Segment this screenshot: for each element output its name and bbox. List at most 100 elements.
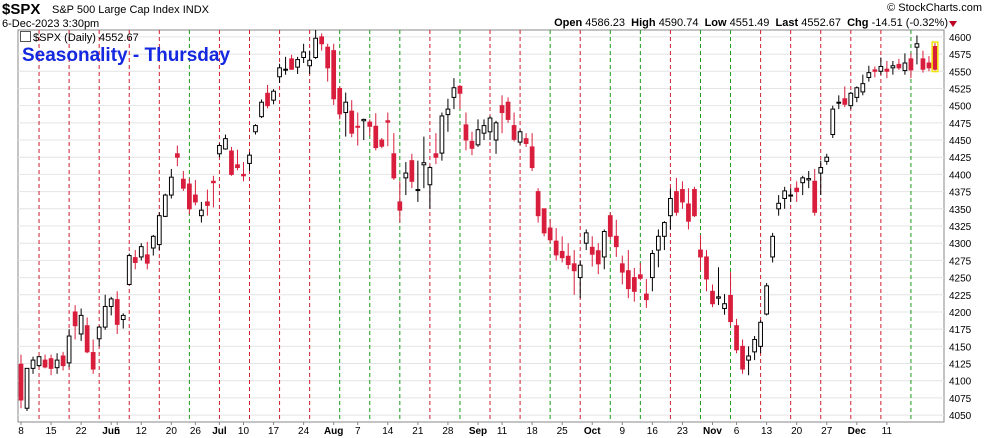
- x-tick-label: 7: [355, 426, 361, 437]
- candle-up: [746, 355, 751, 361]
- candle-down: [565, 255, 571, 266]
- y-tick-label: 4525: [949, 84, 972, 95]
- candle-up: [776, 202, 782, 210]
- candle-up: [583, 232, 589, 244]
- x-tick-label: Jun: [102, 426, 120, 437]
- candle-down: [686, 203, 691, 222]
- y-tick-label: 4500: [949, 102, 972, 113]
- candle-up: [854, 87, 860, 98]
- candle-down: [511, 125, 517, 140]
- candle-down: [541, 208, 547, 234]
- candle-down: [193, 194, 198, 203]
- index-name-text: S&P 500 Large Cap Index: [52, 4, 180, 16]
- candle-down: [48, 358, 54, 369]
- candle-down: [90, 352, 96, 370]
- candle-down: [463, 124, 469, 141]
- candle-up: [668, 197, 673, 217]
- candle-up: [517, 131, 523, 143]
- candle-up: [96, 326, 102, 340]
- candle-down: [180, 178, 186, 189]
- chg-label: Chg: [847, 17, 869, 29]
- candle-down: [174, 153, 180, 158]
- x-tick-label: 26: [190, 426, 202, 437]
- x-tick-label: 15: [46, 426, 58, 437]
- candle-up: [295, 59, 300, 68]
- candle-down: [607, 215, 613, 237]
- candle-down: [631, 277, 637, 292]
- y-tick-label: 4575: [949, 50, 972, 61]
- candle-up: [481, 125, 487, 134]
- candle-down: [884, 68, 890, 72]
- candle-down: [908, 58, 914, 71]
- candle-up: [168, 176, 174, 196]
- y-tick-label: 4450: [949, 136, 972, 147]
- candle-down: [842, 98, 848, 105]
- candle-down: [265, 92, 270, 107]
- candle-up: [824, 156, 830, 162]
- candle-up: [650, 253, 655, 279]
- quote-stats: Open 4586.23 High 4590.74 Low 4551.49 La…: [554, 17, 948, 29]
- candle-down: [523, 138, 529, 144]
- candle-down: [205, 201, 210, 206]
- candle-up: [860, 83, 866, 93]
- candle-down: [229, 150, 234, 175]
- y-tick-label: 4050: [949, 411, 972, 422]
- y-tick-label: 4600: [949, 33, 972, 44]
- high-label: High: [631, 17, 656, 29]
- candle-down: [114, 299, 120, 325]
- series-legend: $SPX (Daily) 4552.67: [20, 31, 139, 44]
- candle-down: [235, 164, 240, 169]
- candle-down: [728, 294, 733, 323]
- chg-value: -14.51 (-0.32%): [871, 17, 948, 29]
- legend-text: $SPX (Daily) 4552.67: [33, 32, 139, 44]
- candle-up: [307, 59, 312, 67]
- candle-up: [54, 359, 60, 369]
- candle-up: [78, 314, 84, 335]
- y-tick-label: 4250: [949, 274, 972, 285]
- candle-up: [301, 51, 306, 59]
- candle-down: [571, 263, 577, 272]
- candle-down: [674, 191, 679, 213]
- candle-down: [926, 62, 932, 69]
- candle-up: [782, 190, 788, 199]
- candle-up: [806, 178, 812, 181]
- candle-up: [439, 115, 445, 154]
- brand-logo[interactable]: © StockCharts.com: [887, 2, 982, 14]
- candle-up: [253, 125, 258, 133]
- candle-up: [656, 235, 661, 251]
- candle-down: [704, 256, 709, 280]
- candle-down: [595, 250, 601, 265]
- x-tick-label: 27: [821, 426, 833, 437]
- x-tick-label: Sep: [469, 426, 487, 437]
- candle-down: [734, 325, 739, 351]
- down-arrow-icon: [949, 21, 957, 27]
- candle-up: [102, 305, 108, 328]
- candle-up: [902, 62, 908, 72]
- x-tick-label: 6: [734, 426, 740, 437]
- quote-date: 6-Dec-2023 3:30pm: [2, 18, 100, 30]
- candle-up: [36, 356, 42, 367]
- candle-up: [403, 172, 409, 179]
- x-tick-label: 8: [18, 426, 24, 437]
- candle-down: [289, 58, 294, 70]
- x-tick-label: 20: [791, 426, 803, 437]
- x-tick-label: 28: [442, 426, 454, 437]
- candle-up: [361, 118, 367, 122]
- x-tick-label: 22: [76, 426, 88, 437]
- candle-up: [343, 101, 349, 114]
- x-tick-label: 16: [647, 426, 659, 437]
- candle-down: [499, 105, 505, 114]
- candle-down: [547, 227, 553, 241]
- candle-up: [421, 162, 427, 166]
- candle-down: [144, 254, 150, 264]
- candle-down: [319, 36, 325, 45]
- y-tick-label: 4550: [949, 67, 972, 78]
- candle-up: [24, 367, 30, 409]
- candle-down: [211, 180, 216, 184]
- candle-down: [680, 189, 685, 203]
- candle-down: [367, 121, 373, 127]
- y-tick-label: 4275: [949, 256, 972, 267]
- open-label: Open: [554, 17, 583, 29]
- candle-down: [559, 250, 565, 259]
